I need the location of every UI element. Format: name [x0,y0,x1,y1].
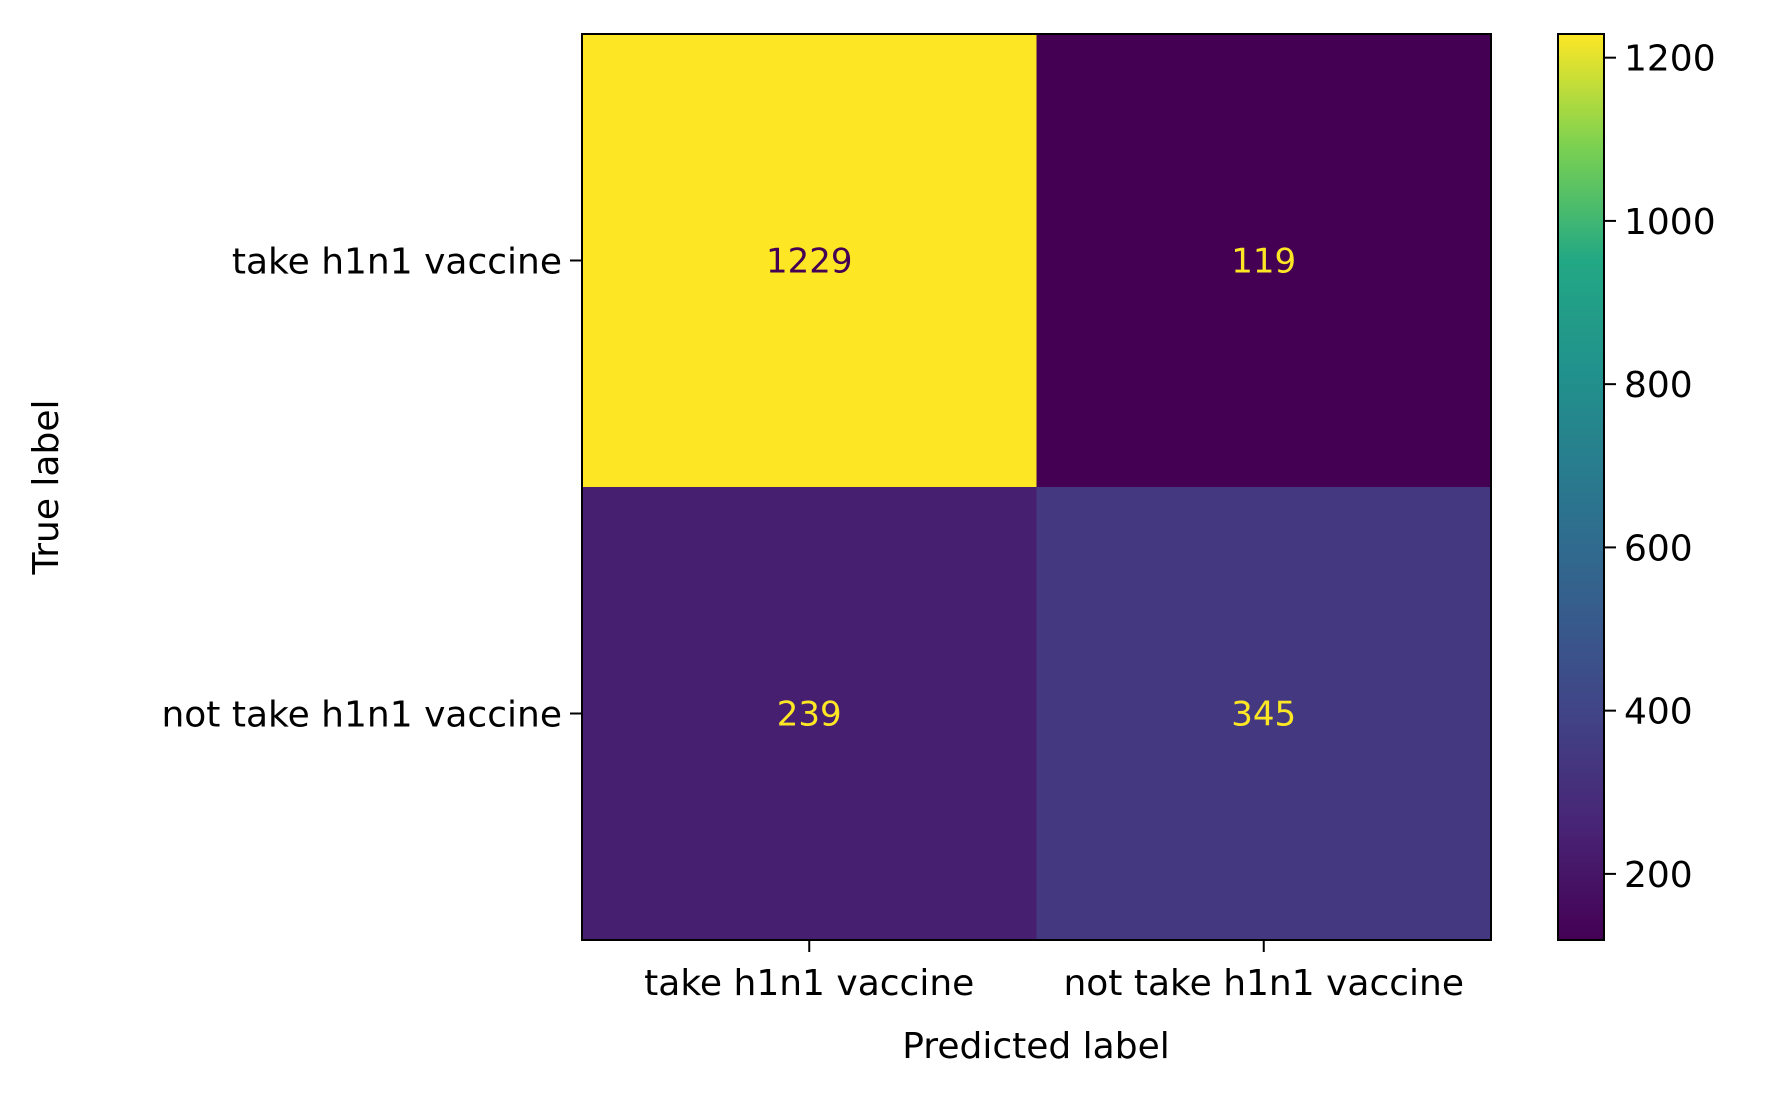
y-axis-label: True label [26,400,67,576]
heatmap-cell-1-1 [1036,487,1492,941]
x-axis: take h1n1 vaccine not take h1n1 vaccine [644,940,1464,1004]
plot-frame [581,33,1492,941]
colorbar-tick-label: 1200 [1624,39,1716,80]
heatmap-cell-0-1 [1036,34,1492,488]
cell-value-label: 1229 [766,242,853,282]
heatmap-cells [582,34,1492,941]
heatmap-cell-0-0 [582,34,1037,488]
heatmap-cell-labels: 1229 119 239 345 [766,242,1296,735]
colorbar-tick-label: 800 [1624,365,1693,406]
colorbar-ticks: 200 400 600 800 1000 1200 [1604,39,1716,896]
heatmap-cell-1-0 [582,487,1037,941]
cell-value-label: 119 [1231,242,1296,282]
colorbar-tick-label: 600 [1624,528,1693,569]
colorbar-gradient [1558,34,1604,940]
x-axis-label: Predicted label [902,1026,1170,1067]
colorbar: 200 400 600 800 1000 1200 [1557,33,1716,941]
x-tick-label: not take h1n1 vaccine [1063,963,1464,1004]
y-tick-label: take h1n1 vaccine [232,242,562,283]
cell-value-label: 345 [1231,695,1296,735]
y-tick-label: not take h1n1 vaccine [161,695,562,736]
x-tick-label: take h1n1 vaccine [644,963,974,1004]
colorbar-frame [1557,33,1605,941]
y-axis: take h1n1 vaccine not take h1n1 vaccine [161,242,582,736]
colorbar-tick-label: 1000 [1624,202,1716,243]
colorbar-tick-label: 200 [1624,855,1693,896]
colorbar-tick-label: 400 [1624,692,1693,733]
cell-value-label: 239 [777,695,842,735]
